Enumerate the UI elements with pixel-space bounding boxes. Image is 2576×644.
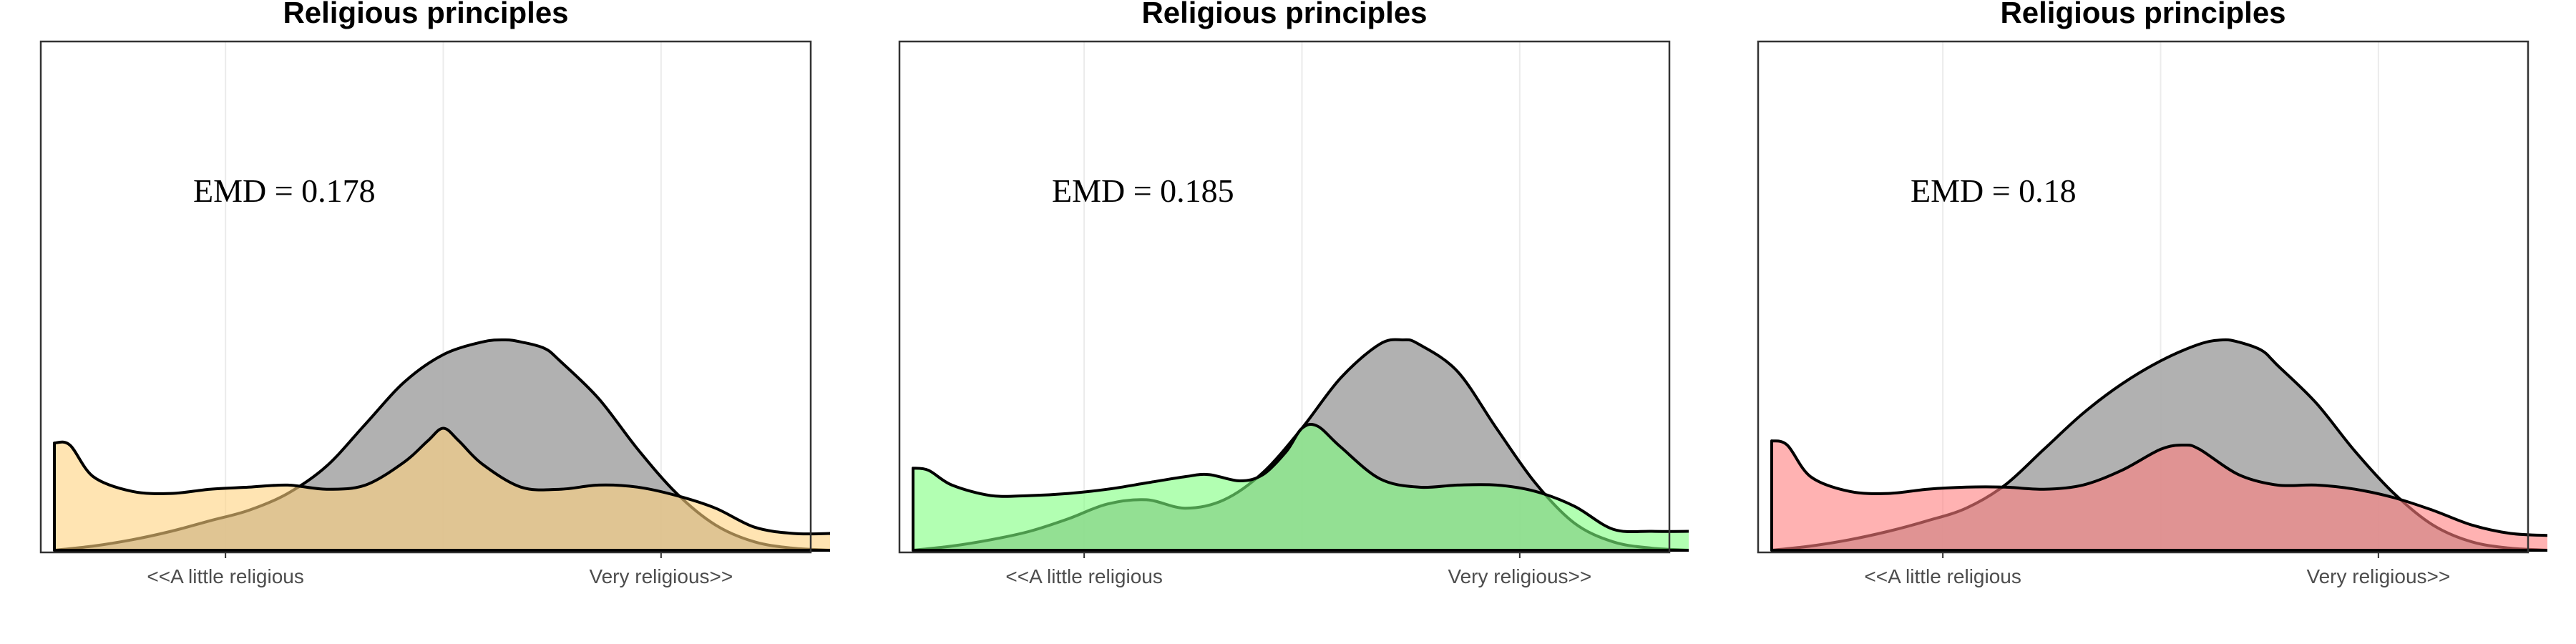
- density-area-2: [912, 422, 1689, 552]
- chart-title: Religious principles: [2000, 0, 2285, 29]
- density-area-2: [53, 426, 830, 552]
- density-chart-1: Religious principles EMD = 0.178 <<A littl…: [39, 0, 830, 587]
- plot-frame: [898, 40, 1671, 554]
- x-tick-label-1: <<A little religious: [147, 565, 303, 587]
- x-tick-label-2: Very religious>>: [589, 565, 733, 587]
- chart-title: Religious principles: [1141, 0, 1427, 29]
- panel-3: Religious principles EMD = 0.18 <<A little…: [1717, 0, 2547, 644]
- x-tick-label-2: Very religious>>: [2306, 565, 2450, 587]
- x-tick-label-2: Very religious>>: [1448, 565, 1591, 587]
- density-chart-2: Religious principles EMD = 0.185 <<A littl…: [898, 0, 1689, 587]
- x-tick-label-1: <<A little religious: [1005, 565, 1162, 587]
- density-chart-3: Religious principles EMD = 0.18 <<A little…: [1757, 0, 2547, 587]
- emd-annotation: EMD = 0.178: [193, 172, 376, 209]
- plot-frame: [1757, 40, 2529, 554]
- emd-annotation: EMD = 0.18: [1911, 172, 2077, 209]
- panel-1: Religious principles EMD = 0.178 <<A littl…: [0, 0, 830, 644]
- chart-title: Religious principles: [283, 0, 568, 29]
- density-area-2: [1770, 439, 2547, 552]
- panel-2: Religious principles EMD = 0.185 <<A littl…: [859, 0, 1689, 644]
- plot-frame: [39, 40, 812, 554]
- x-tick-label-1: <<A little religious: [1864, 565, 2021, 587]
- emd-annotation: EMD = 0.185: [1052, 172, 1234, 209]
